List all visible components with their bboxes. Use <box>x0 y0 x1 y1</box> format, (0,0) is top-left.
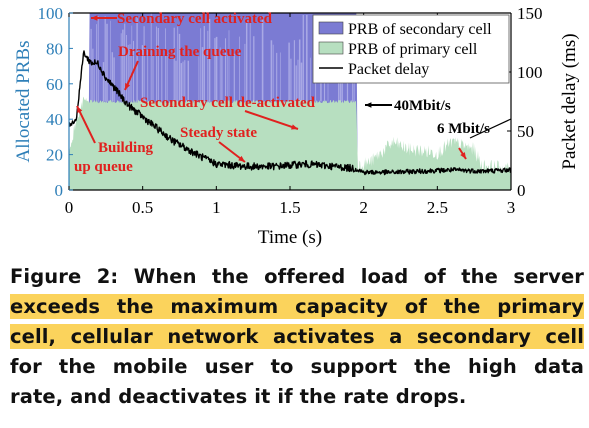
caption-line-2: exceeds the maximum capacity of the prim… <box>10 292 584 322</box>
y-right-tick-label: 50 <box>517 122 534 141</box>
annotation-building-2: up queue <box>74 159 133 175</box>
annotation-draining: Draining the queue <box>118 44 242 60</box>
arrow-draining-head <box>125 83 131 90</box>
rate-6-leader <box>469 118 512 139</box>
arrow-building-head <box>77 106 83 113</box>
chart-legend: PRB of secondary cell PRB of primary cell… <box>312 14 510 84</box>
arrow-activated-head <box>91 15 98 21</box>
legend-box <box>312 14 510 84</box>
y-right-tick-label: 100 <box>517 63 543 82</box>
y-right-tick-label: 150 <box>517 4 543 23</box>
y-left-tick-label: 20 <box>46 146 63 165</box>
x-tick-label: 2 <box>359 198 368 217</box>
annotation-secondary-deactivated: Secondary cell de-activated <box>140 95 316 111</box>
x-tick-label: 2.5 <box>427 198 448 217</box>
legend-swatch <box>318 21 344 35</box>
packet-delay-line <box>69 50 511 176</box>
legend-entry-label: PRB of secondary cell <box>348 21 492 38</box>
annotation-building-1: Building <box>98 140 154 156</box>
y-left-tick-label: 100 <box>38 4 64 23</box>
y-left-tick-label: 80 <box>46 39 63 58</box>
legend-entry-label: PRB of primary cell <box>348 41 478 58</box>
caption-line-5: rate, and deactivates it if the rate dro… <box>10 385 467 408</box>
arrow-deactivated-head <box>291 124 298 130</box>
y-left-tick-label: 40 <box>46 110 63 129</box>
y-left-tick-label: 0 <box>55 181 64 200</box>
annotation-rate-40: 40Mbit/s <box>394 98 451 114</box>
primary-cell-area <box>69 96 511 190</box>
arrow-building <box>76 105 96 144</box>
x-tick-label: 1 <box>212 198 221 217</box>
legend-entry-label: Packet delay <box>348 61 429 78</box>
caption-highlight-3: cell, cellular network activates a secon… <box>10 324 584 349</box>
caption-highlight-2: exceeds the maximum capacity of the prim… <box>10 294 584 319</box>
annotation-steady-state: Steady state <box>180 125 257 141</box>
annotation-secondary-activated: Secondary cell activated <box>117 11 273 27</box>
arrow-rate-40-head <box>365 102 372 108</box>
x-tick-label: 0.5 <box>132 198 153 217</box>
caption-line-3: cell, cellular network activates a secon… <box>10 322 584 352</box>
y-right-tick-label: 0 <box>517 181 526 200</box>
caption-line-4: for the mobile user to support the high … <box>10 355 584 378</box>
x-tick-label: 0 <box>65 198 74 217</box>
arrow-deactivated <box>244 110 299 130</box>
legend-swatch <box>318 41 344 55</box>
y-right-axis-label: Packet delay (ms) <box>559 33 580 169</box>
caption-line-1: Figure 2: When the offered load of the s… <box>10 265 584 288</box>
y-left-axis-label: Allocated PRBs <box>13 41 34 163</box>
arrow-steady-head <box>238 155 245 162</box>
figure-caption: Figure 2: When the offered load of the s… <box>10 262 584 412</box>
x-tick-label: 1.5 <box>279 198 300 217</box>
arrow-rate-6-head <box>460 152 466 159</box>
y-left-tick-label: 60 <box>46 75 63 94</box>
annotation-rate-6: 6 Mbit/s <box>437 121 490 137</box>
x-tick-label: 3 <box>507 198 516 217</box>
x-axis-label: Time (s) <box>258 227 322 248</box>
